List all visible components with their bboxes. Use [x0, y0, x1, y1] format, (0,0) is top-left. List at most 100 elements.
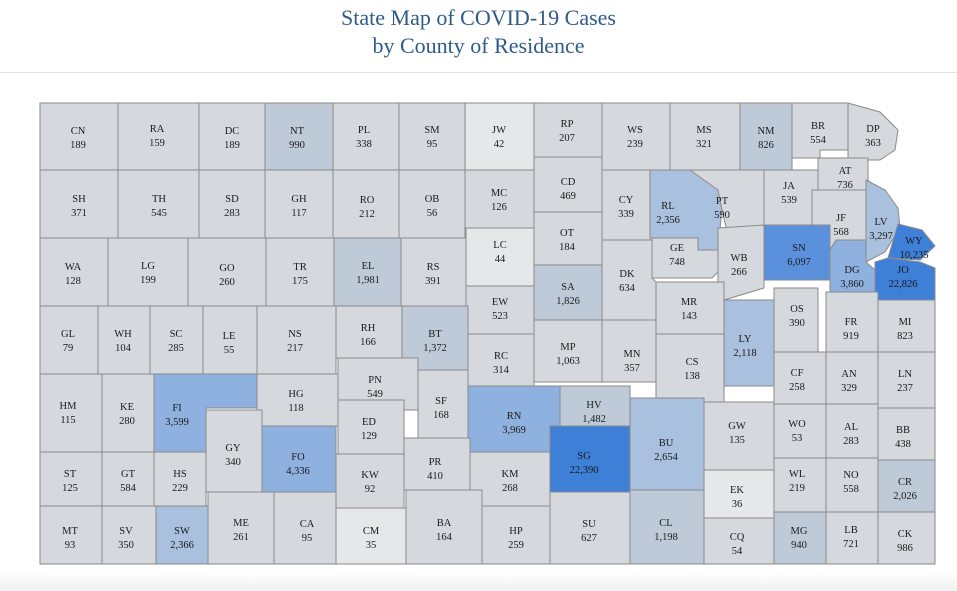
county-sd[interactable]: SD 283 — [198, 169, 266, 239]
county-fr[interactable]: FR 919 — [825, 291, 879, 353]
county-shape[interactable] — [187, 237, 267, 307]
county-shape[interactable] — [481, 505, 551, 565]
county-shape[interactable] — [335, 453, 405, 509]
county-ed[interactable]: ED 129 — [337, 399, 405, 455]
county-ek[interactable]: EK 36 — [703, 469, 775, 519]
county-hs[interactable]: HS 229 — [153, 451, 207, 507]
county-mg[interactable]: MG 940 — [773, 511, 827, 565]
county-mp[interactable]: MP 1,063 — [533, 319, 603, 383]
county-shape[interactable] — [398, 169, 466, 239]
county-gh[interactable]: GH 117 — [264, 169, 334, 239]
county-shape[interactable] — [877, 299, 936, 353]
county-shape[interactable] — [256, 305, 337, 375]
county-sn[interactable]: SN 6,097 — [763, 224, 831, 281]
county-shape[interactable] — [39, 169, 119, 239]
county-shape[interactable] — [533, 211, 603, 266]
county-rc[interactable]: RC 314 — [467, 333, 535, 387]
county-shape[interactable] — [205, 409, 263, 493]
county-shape[interactable] — [39, 373, 103, 453]
county-shape[interactable] — [533, 156, 603, 213]
county-rp[interactable]: RP 207 — [533, 102, 603, 158]
county-lg[interactable]: LG 199 — [107, 237, 189, 307]
county-shape[interactable] — [155, 505, 209, 565]
county-ca[interactable]: CA 95 — [273, 491, 337, 565]
county-shape[interactable] — [107, 237, 189, 307]
county-shape[interactable] — [465, 285, 535, 335]
county-shape[interactable] — [877, 511, 936, 565]
county-shape[interactable] — [335, 507, 407, 565]
county-ob[interactable]: OB 56 — [398, 169, 466, 239]
county-sv[interactable]: SV 350 — [101, 505, 157, 565]
county-ot[interactable]: OT 184 — [533, 211, 603, 266]
county-shape[interactable] — [261, 425, 337, 493]
county-wb[interactable]: WB 266 — [717, 224, 765, 301]
county-bb[interactable]: BB 438 — [877, 407, 936, 461]
county-cl[interactable]: CL 1,198 — [629, 489, 705, 565]
county-wo[interactable]: WO 53 — [773, 403, 827, 459]
county-wh[interactable]: WH 104 — [97, 305, 151, 375]
county-br[interactable]: BR 554 — [791, 102, 849, 159]
county-shape[interactable] — [465, 227, 535, 287]
county-shape[interactable] — [655, 333, 725, 403]
county-sf[interactable]: SF 168 — [417, 369, 469, 439]
county-shape[interactable] — [877, 407, 936, 461]
county-shape[interactable] — [773, 511, 827, 565]
county-mn[interactable]: MN 357 — [601, 319, 657, 383]
county-ja[interactable]: JA 539 — [763, 169, 819, 226]
county-shape[interactable] — [669, 102, 741, 171]
county-hp[interactable]: HP 259 — [481, 505, 551, 565]
county-cd[interactable]: CD 469 — [533, 156, 603, 213]
county-shape[interactable] — [601, 102, 671, 171]
county-os[interactable]: OS 390 — [773, 287, 819, 353]
county-lb[interactable]: LB 721 — [825, 511, 879, 565]
county-mr[interactable]: MR 143 — [655, 281, 725, 335]
county-gy[interactable]: GY 340 — [205, 409, 263, 493]
county-km[interactable]: KM 268 — [469, 451, 551, 507]
county-shape[interactable] — [256, 373, 339, 427]
county-shape[interactable] — [202, 305, 258, 375]
county-shape[interactable] — [464, 169, 535, 229]
county-sa[interactable]: SA 1,826 — [533, 264, 603, 321]
county-shape[interactable] — [97, 305, 151, 375]
county-mi[interactable]: MI 823 — [877, 299, 936, 353]
county-shape[interactable] — [101, 373, 155, 453]
county-gt[interactable]: GT 584 — [101, 451, 155, 507]
county-shape[interactable] — [333, 237, 402, 307]
county-shape[interactable] — [332, 102, 400, 171]
county-st[interactable]: ST 125 — [39, 451, 103, 507]
county-shape[interactable] — [825, 403, 879, 459]
county-cf[interactable]: CF 258 — [773, 351, 827, 405]
county-sw[interactable]: SW 2,366 — [155, 505, 209, 565]
county-shape[interactable] — [149, 305, 204, 375]
county-sh[interactable]: SH 371 — [39, 169, 119, 239]
county-shape[interactable] — [825, 291, 879, 353]
county-shape[interactable] — [39, 237, 109, 307]
county-sg[interactable]: SG 22,390 — [549, 425, 631, 493]
county-no[interactable]: NO 558 — [825, 457, 879, 513]
county-dg[interactable]: DG 3,860 — [829, 239, 876, 293]
county-shape[interactable] — [469, 451, 551, 507]
county-nm[interactable]: NM 826 — [739, 102, 793, 171]
county-tr[interactable]: TR 175 — [265, 237, 335, 307]
county-an[interactable]: AN 329 — [825, 351, 879, 409]
county-wl[interactable]: WL 219 — [773, 457, 827, 513]
county-ck[interactable]: CK 986 — [877, 511, 936, 565]
county-shape[interactable] — [273, 491, 337, 565]
county-shape[interactable] — [398, 102, 466, 171]
county-shape[interactable] — [400, 237, 467, 307]
county-ly[interactable]: LY 2,118 — [723, 299, 775, 387]
county-shape[interactable] — [887, 223, 936, 261]
county-ns[interactable]: NS 217 — [256, 305, 337, 375]
county-shape[interactable] — [717, 224, 765, 301]
county-jw[interactable]: JW 42 — [464, 102, 535, 171]
county-shape[interactable] — [405, 489, 483, 565]
county-su[interactable]: SU 627 — [549, 491, 631, 565]
county-lc[interactable]: LC 44 — [465, 227, 535, 287]
county-shape[interactable] — [207, 491, 275, 565]
county-dk[interactable]: DK 634 — [601, 239, 657, 321]
county-bu[interactable]: BU 2,654 — [629, 397, 705, 491]
county-dc[interactable]: DC 189 — [198, 102, 266, 171]
county-shape[interactable] — [549, 425, 631, 493]
county-cr[interactable]: CR 2,026 — [877, 459, 936, 513]
county-ra[interactable]: RA 159 — [117, 102, 200, 171]
